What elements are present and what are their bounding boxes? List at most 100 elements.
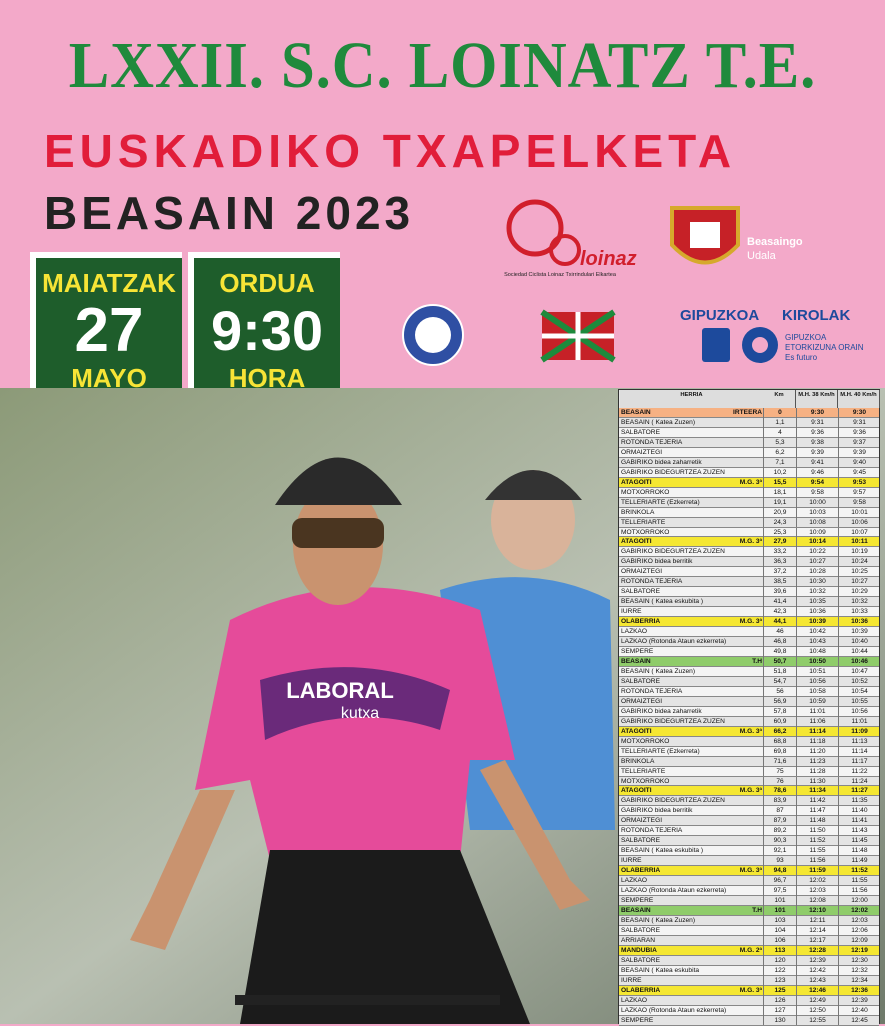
cell-value: 33,2 [763,547,796,558]
cell-value: 130 [763,1015,796,1026]
cell-value: 12:17 [796,935,838,946]
cell-value: 11:24 [838,776,880,787]
gip-text: ETORKIZUNA ORAIN [785,343,864,352]
place: ARRIARAN [621,936,656,944]
place: SALBATORE [621,837,660,845]
cell-value: 10:07 [838,527,880,538]
place: ATAGOITI [621,478,652,486]
cell-value: 15,5 [763,477,796,488]
table-row [619,686,879,697]
cell-value: 12:39 [838,995,880,1006]
jersey-band [260,667,450,740]
table-row [619,497,879,508]
table-row [619,487,879,498]
table-row [619,437,879,448]
cell-value: 78,6 [763,786,796,797]
cell-value: 11:30 [796,776,838,787]
table-row [619,836,879,847]
cell-value: 113 [763,945,796,956]
place: TELLERIARTE (Ezkerreta) [621,747,700,755]
place: ORMAIZTEGI [621,697,663,705]
table-row [619,696,879,707]
cell-value: 9:54 [796,477,838,488]
place: GABIRIKO BIDEGURTZEA ZUZEN [621,548,725,556]
cell-value: 9:41 [796,457,838,468]
place: ATAGOITI [621,727,652,735]
place: LAZKAO (Rotonda Ataun ezkerreta) [621,887,727,895]
kirolak: KIROLAK [782,307,850,324]
place: BEASAIN [621,409,651,416]
cell-value: 11:22 [838,766,880,777]
cell-value: 10:40 [838,637,880,647]
cell-value: 9:30 [838,408,880,418]
place: SALBATORE [621,428,660,436]
place: ORMAIZTEGI [621,817,663,825]
cell-value: 9:31 [838,417,880,428]
cell-value: 10:19 [838,547,880,558]
cell-value: 9:31 [796,417,838,428]
tag: T.H [752,658,762,665]
cell-value: 9:58 [838,497,880,508]
table-row [619,657,879,667]
table-row [619,985,879,996]
cell-value: 96,7 [763,876,796,887]
cell-value: 39,6 [763,587,796,598]
table-row [619,447,879,458]
cell-value: 10:28 [796,567,838,578]
place: LAZKAO [621,996,648,1004]
cell-value: 10:50 [796,657,838,667]
tag: M.G. 3ª [739,478,762,486]
club-caption: Sociedad Ciclista Loinaz Txirrindulari E… [504,272,617,278]
tag: M.G. 3ª [739,727,762,735]
table-row [619,577,879,588]
subtitle: EUSKADIKO TXAPELKETA [44,125,737,177]
table-header: Km [763,390,796,408]
table-row [619,766,879,777]
cell-value: 49,8 [763,647,796,657]
cell-value: 103 [763,915,796,926]
town-name: Beasaingo [747,236,803,248]
table-row [619,587,879,598]
cell-value: 12:30 [838,955,880,966]
cell-value: 11:59 [796,866,838,877]
cell-value: 69,8 [763,746,796,757]
place: IURRE [621,976,642,984]
table-row [619,935,879,946]
place: BEASAIN ( Katea Zuzen) [621,667,696,675]
cell-value: 101 [763,906,796,916]
table-row [619,467,879,478]
place: SEMPERE [621,897,654,905]
cell-value: 97,5 [763,886,796,896]
cell-value: 60,9 [763,716,796,727]
cell-value: 10:39 [796,617,838,628]
date-label: MAIATZAK [42,268,176,298]
cell-value: 10:44 [838,647,880,657]
cell-value: 12:19 [838,945,880,956]
cell-value: 25,3 [763,527,796,538]
cell-value: 122 [763,965,796,976]
place: ROTONDA TEJERIA [621,578,683,586]
cell-value: 10:32 [838,597,880,608]
cell-value: 56 [763,686,796,697]
table-row [619,527,879,538]
cell-value: 10:46 [838,657,880,667]
cell-value: 12:28 [796,945,838,956]
cell-value: 10:06 [838,517,880,528]
cell-value: 11:27 [838,786,880,797]
cell-value: 11:06 [796,716,838,727]
cell-value: 10:30 [796,577,838,588]
cell-value: 12:55 [796,1015,838,1026]
cell-value: 11:28 [796,766,838,777]
gip-text: Es futuro [785,353,818,362]
cell-value: 12:00 [838,896,880,906]
table-row [619,716,879,727]
table-row [619,417,879,428]
table-row [619,537,879,548]
table-row [619,915,879,926]
tag: IRTEERA [733,409,762,416]
table-row [619,896,879,906]
cell-value: 10:55 [838,696,880,707]
table-row [619,647,879,657]
cell-value: 9:46 [796,467,838,478]
